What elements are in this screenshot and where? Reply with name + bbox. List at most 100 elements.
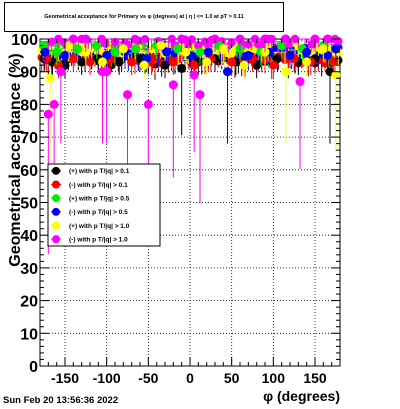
data-marker — [194, 41, 203, 50]
data-point — [195, 90, 205, 100]
x-axis-title: φ (degrees) — [263, 388, 340, 404]
x-tick-label: 0 — [186, 370, 194, 386]
data-point — [203, 47, 213, 57]
data-point — [268, 60, 278, 70]
data-point — [52, 47, 62, 57]
data-marker — [47, 37, 56, 47]
data-point — [177, 63, 187, 73]
data-point — [331, 70, 341, 80]
y-tick-label: 30 — [20, 261, 38, 278]
data-point — [56, 67, 66, 77]
x-tick-label: 100 — [262, 370, 286, 386]
y-tick-label: 40 — [20, 228, 38, 245]
legend-label: (+) with p T/|q| > 1.0 — [69, 223, 130, 230]
data-marker — [334, 36, 343, 46]
data-point — [49, 99, 59, 109]
data-point — [156, 41, 166, 51]
data-point — [60, 50, 70, 60]
data-point — [202, 57, 212, 67]
data-marker — [244, 40, 253, 49]
data-point — [168, 80, 178, 90]
y-tick-label: 50 — [20, 196, 38, 213]
y-tick-label: 10 — [20, 326, 38, 343]
data-point — [281, 34, 291, 44]
y-tick-label: 0 — [29, 359, 38, 376]
legend: (+) with p T/|q| > 0.1 (-) with p T/|q| >… — [47, 163, 161, 247]
data-marker — [140, 34, 150, 44]
data-point — [118, 44, 128, 54]
data-point — [323, 50, 332, 60]
data-point — [195, 47, 205, 57]
data-point — [189, 60, 199, 70]
legend-marker — [52, 180, 60, 189]
data-marker — [227, 49, 236, 58]
data-point — [252, 60, 262, 70]
legend-box — [47, 163, 161, 247]
x-tick-label: 150 — [303, 370, 327, 386]
data-point — [135, 54, 145, 64]
y-tick-label: 60 — [20, 163, 38, 180]
y-tick-label: 80 — [20, 97, 38, 114]
data-point — [114, 57, 124, 67]
data-point — [143, 99, 153, 109]
data-point — [123, 90, 132, 100]
legend-marker — [52, 221, 60, 230]
y-tick-label: 20 — [20, 294, 38, 311]
data-point — [102, 67, 112, 77]
legend-label: (-) with p T/|q| > 1.0 — [69, 236, 128, 243]
data-point — [189, 70, 199, 80]
legend-label: (+) with p T/|q| > 0.1 — [69, 168, 130, 175]
data-point — [139, 60, 149, 70]
data-point — [110, 47, 120, 57]
data-point — [162, 47, 172, 57]
legend-marker — [52, 235, 60, 244]
data-point — [302, 47, 312, 57]
legend-marker — [52, 194, 60, 203]
data-point — [40, 47, 50, 57]
data-point — [285, 50, 295, 60]
data-point — [239, 60, 249, 70]
data-point — [243, 50, 253, 60]
data-point — [281, 67, 291, 77]
legend-marker — [52, 166, 60, 175]
data-point — [64, 41, 74, 51]
y-axis-title: Geometrical acceptance (%) — [7, 53, 24, 266]
x-tick-label: -150 — [51, 370, 79, 386]
x-tick-label: -50 — [138, 370, 158, 386]
data-point — [43, 109, 53, 119]
legend-label: (-) with p T/|q| > 0.5 — [69, 209, 128, 216]
chart-title-box: Geometrical acceptance for Primary vs φ … — [4, 2, 284, 32]
data-point — [160, 60, 170, 70]
data-marker — [290, 34, 300, 44]
chart-title: Geometrical acceptance for Primary vs φ … — [44, 14, 244, 20]
timestamp: Sun Feb 20 13:56:36 2022 — [3, 395, 119, 406]
data-point — [77, 57, 87, 67]
data-point — [85, 57, 95, 67]
data-point — [45, 73, 55, 83]
data-point — [131, 44, 141, 54]
data-point — [277, 41, 287, 51]
data-layer — [37, 34, 343, 255]
data-point — [227, 57, 237, 67]
data-point — [102, 50, 112, 60]
data-point — [81, 34, 91, 44]
data-point — [127, 57, 137, 67]
data-point — [323, 34, 332, 44]
data-point — [331, 44, 341, 54]
x-tick-label: 50 — [224, 370, 240, 386]
data-point — [318, 44, 328, 54]
y-tick-label: 70 — [20, 130, 38, 147]
data-point — [218, 44, 228, 54]
data-point — [273, 54, 282, 64]
legend-marker — [52, 207, 60, 216]
data-point — [181, 47, 191, 57]
data-point — [223, 67, 232, 77]
data-point — [73, 44, 82, 54]
data-point — [173, 44, 182, 54]
y-tick-label: 100 — [11, 32, 38, 49]
data-point — [302, 57, 312, 67]
data-point — [295, 77, 305, 87]
x-tick-label: -100 — [93, 370, 121, 386]
data-point — [168, 57, 178, 67]
